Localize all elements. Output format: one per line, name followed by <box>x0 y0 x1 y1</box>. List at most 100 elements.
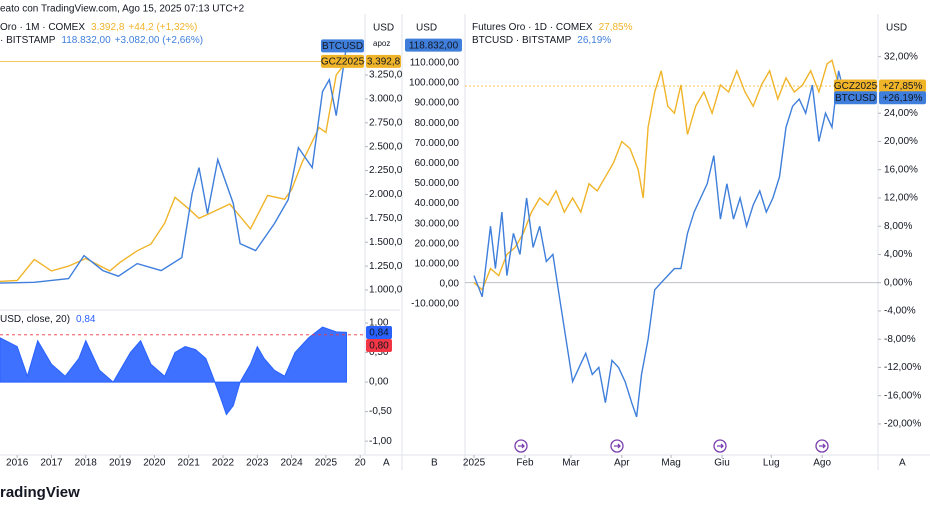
series-badge-text: GCZ2025 <box>834 81 878 92</box>
axis-value-badge-text: +26,19% <box>883 93 923 104</box>
y2-tick-label: 60.000,00 <box>415 158 460 169</box>
y-tick-label: 32,00% <box>884 51 918 62</box>
x-tick-label: Ago <box>813 458 831 469</box>
plot <box>0 326 348 416</box>
y-tick-label: 24,00% <box>884 108 918 119</box>
indicator-title: USD, close, 20) 0,84 <box>0 314 96 325</box>
y-tick-label: 3.000,0 <box>369 94 403 105</box>
x-tick-label: 20 <box>355 458 367 469</box>
series-badge <box>834 91 877 105</box>
series-badge-text: BTCUSD <box>835 93 876 104</box>
axis-value-badge-text: +27,85% <box>883 81 923 92</box>
y-tick-label: 1.000,0 <box>369 285 403 296</box>
y-tick-label: 1.750,0 <box>369 213 403 224</box>
axis-value-badge-text: 3.392,8 <box>367 57 401 68</box>
x-tick-label: 2021 <box>178 458 201 469</box>
y-tick-label: 1,00 <box>369 318 389 329</box>
threshold-badge-text: 0,80 <box>369 341 389 352</box>
legend-name: · BITSTAMP <box>0 35 56 46</box>
legend-name: BTCUSD · BITSTAMP <box>472 35 572 46</box>
y-tick-label: 20,00% <box>884 136 918 147</box>
plot <box>473 59 846 418</box>
y-tick-label: 1.500,0 <box>369 237 403 248</box>
series-badge-text: BTCUSD <box>322 41 363 52</box>
frame <box>0 14 930 470</box>
price-badge-text: 118.832,00 <box>409 40 459 51</box>
series-line <box>473 70 846 418</box>
y2-tick-label: 110.000,00 <box>410 58 460 69</box>
y2-tick-label: 70.000,00 <box>415 138 460 149</box>
x-tick-label: Giu <box>714 458 730 469</box>
x-tick-label: Mar <box>562 458 580 469</box>
x-tick-label: Feb <box>516 458 534 469</box>
axis-unit: apoz <box>373 39 390 48</box>
x-tick-label: 2023 <box>246 458 269 469</box>
x-tick-label: 2022 <box>212 458 235 469</box>
price-badge <box>405 38 462 52</box>
y-tick-label: -16,00% <box>884 390 921 401</box>
y-tick-label: -8,00% <box>884 334 916 345</box>
y-tick-label: 1.250,0 <box>369 261 403 272</box>
y-tick-label: 4,00% <box>884 249 912 260</box>
y2-tick-label: 90.000,00 <box>415 98 460 109</box>
indicator-badge <box>366 325 392 339</box>
y-tick-label: -12,00% <box>884 362 921 373</box>
y-tick-label: 0,00 <box>369 377 389 388</box>
series-line <box>0 60 348 283</box>
y2-tick-label: 80.000,00 <box>415 118 460 129</box>
y-tick-label: -1,00 <box>369 436 392 447</box>
series-badge <box>321 54 364 68</box>
axis-value-badge <box>879 79 926 93</box>
x-tick-label: Apr <box>614 458 630 469</box>
legend-quote: 26,19% <box>577 35 611 46</box>
axis-unit: USD <box>886 23 907 34</box>
axis-unit: USD <box>416 23 437 34</box>
axis-corner: A <box>899 458 906 469</box>
y-tick-label: 0,00% <box>884 277 912 288</box>
legend-name: Futures Oro · 1D · COMEX <box>472 22 593 33</box>
indicator-value: 0,84 <box>76 314 96 325</box>
indicator-area <box>0 326 348 416</box>
x-tick-label: 2020 <box>143 458 166 469</box>
x-tick-label: 2025 <box>315 458 338 469</box>
threshold-badge <box>366 338 392 352</box>
y-tick-label: 3.250,0 <box>369 70 403 81</box>
y-tick-label: -4,00% <box>884 306 916 317</box>
y-tick-label: 2.750,0 <box>369 117 403 128</box>
y-tick-label: 2.500,0 <box>369 141 403 152</box>
legend-change: +3.082,00 (+2,66%) <box>115 35 203 46</box>
legend-btc-right: BTCUSD · BITSTAMP 26,19% <box>472 35 611 46</box>
y-tick-label: 0,50 <box>369 347 389 358</box>
indicator-badge-text: 0,84 <box>369 328 389 339</box>
y2-tick-label: 0,00 <box>440 279 460 290</box>
axis-corner: B <box>431 458 438 469</box>
axis-value-badge <box>879 91 926 105</box>
axis-corner: A <box>383 458 390 469</box>
legend-gold-right: Futures Oro · 1D · COMEX 27,85% <box>472 22 633 33</box>
series-badge <box>321 39 364 53</box>
legend-name: Oro · 1M · COMEX <box>0 22 85 33</box>
y2-tick-label: 30.000,00 <box>415 218 460 229</box>
axis-value-badge <box>366 54 401 68</box>
x-tick-label: 2024 <box>280 458 303 469</box>
plot <box>0 45 348 284</box>
legend-btc: · BITSTAMP 118.832,00 +3.082,00 (+2,66%) <box>0 35 203 46</box>
legend-change: +44,2 (+1,32%) <box>128 22 197 33</box>
legend-quote: 118.832,00 <box>61 35 111 46</box>
series-badge <box>834 79 877 93</box>
legend-gold: Oro · 1M · COMEX 3.392,8 +44,2 (+1,32%) <box>0 22 197 33</box>
y2-tick-label: 40.000,00 <box>415 198 460 209</box>
y-tick-label: 8,00% <box>884 221 912 232</box>
y-tick-label: 12,00% <box>884 193 918 204</box>
y-tick-label: 2.250,0 <box>369 165 403 176</box>
axis-unit: USD <box>373 23 394 34</box>
y-tick-label: -20,00% <box>884 419 921 430</box>
created-note: eato con TradingView.com, Ago 15, 2025 0… <box>0 4 245 15</box>
legend-quote: 3.392,8 <box>91 22 125 33</box>
event-icons <box>514 439 829 453</box>
series-line <box>0 45 348 284</box>
x-tick-label: 2025 <box>463 458 486 469</box>
legend-quote: 27,85% <box>599 22 633 33</box>
y-tick-label: 2.000,0 <box>369 189 403 200</box>
